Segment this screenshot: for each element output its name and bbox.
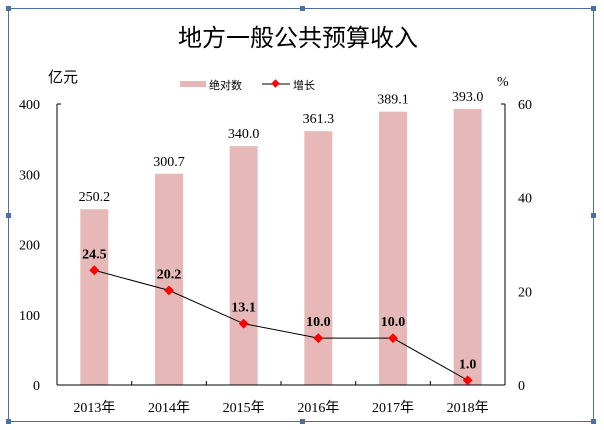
growth-marker bbox=[164, 285, 174, 296]
bar bbox=[80, 209, 109, 385]
legend-bar-label: 绝对数 bbox=[209, 78, 242, 92]
growth-data-label: 13.1 bbox=[231, 301, 256, 316]
legend: 绝对数 增长 bbox=[180, 78, 315, 92]
growth-data-label: 1.0 bbox=[459, 357, 477, 372]
bar-data-label: 389.1 bbox=[377, 93, 409, 108]
growth-data-label: 20.2 bbox=[157, 267, 182, 282]
right-tick-label: 20 bbox=[518, 285, 532, 300]
x-tick-label: 2017年 bbox=[372, 400, 414, 416]
bar bbox=[453, 108, 482, 385]
growth-marker bbox=[462, 375, 473, 386]
left-tick-label: 300 bbox=[19, 168, 40, 183]
resize-handle[interactable] bbox=[6, 213, 11, 218]
bar bbox=[229, 146, 258, 385]
bar bbox=[155, 173, 183, 385]
resize-handle[interactable] bbox=[6, 6, 11, 11]
legend-marker bbox=[271, 79, 280, 88]
x-tick-label: 2014年 bbox=[148, 400, 190, 416]
right-tick-label: 0 bbox=[518, 379, 525, 394]
x-tick-label: 2016年 bbox=[297, 400, 339, 416]
x-tick-label: 2015年 bbox=[223, 400, 265, 416]
left-tick-label: 400 bbox=[19, 98, 40, 113]
legend-line-label: 增长 bbox=[293, 78, 315, 92]
right-axis-label: % bbox=[497, 75, 509, 90]
left-axis-label: 亿元 bbox=[48, 68, 78, 86]
bar bbox=[304, 131, 333, 385]
growth-marker bbox=[313, 333, 324, 344]
left-tick-label: 0 bbox=[33, 379, 40, 394]
resize-handle[interactable] bbox=[591, 6, 596, 11]
growth-marker bbox=[238, 318, 249, 329]
right-tick-label: 40 bbox=[518, 192, 532, 207]
growth-line bbox=[94, 269, 468, 381]
resize-handle[interactable] bbox=[591, 213, 596, 218]
bar-data-label: 340.0 bbox=[228, 127, 260, 142]
bar-data-label: 300.7 bbox=[153, 155, 185, 170]
growth-data-label: 24.5 bbox=[82, 247, 107, 262]
resize-handle[interactable] bbox=[300, 419, 305, 424]
left-tick-label: 100 bbox=[19, 309, 40, 324]
legend-bar-swatch bbox=[180, 81, 206, 87]
resize-handle[interactable] bbox=[6, 419, 11, 424]
growth-data-label: 10.0 bbox=[381, 315, 406, 330]
resize-handle[interactable] bbox=[591, 419, 596, 424]
x-tick-label: 2013年 bbox=[73, 400, 115, 416]
growth-data-label: 10.0 bbox=[306, 315, 331, 330]
chart-title: 地方一般公共预算收入 bbox=[178, 24, 418, 52]
left-tick-label: 200 bbox=[19, 239, 40, 254]
bar-data-label: 250.2 bbox=[79, 190, 111, 205]
right-tick-label: 60 bbox=[518, 98, 532, 113]
x-tick-label: 2018年 bbox=[447, 400, 489, 416]
bar-data-label: 361.3 bbox=[303, 112, 335, 127]
bar-data-label: 393.0 bbox=[452, 90, 484, 105]
growth-marker bbox=[388, 333, 398, 344]
resize-handle[interactable] bbox=[300, 6, 305, 11]
